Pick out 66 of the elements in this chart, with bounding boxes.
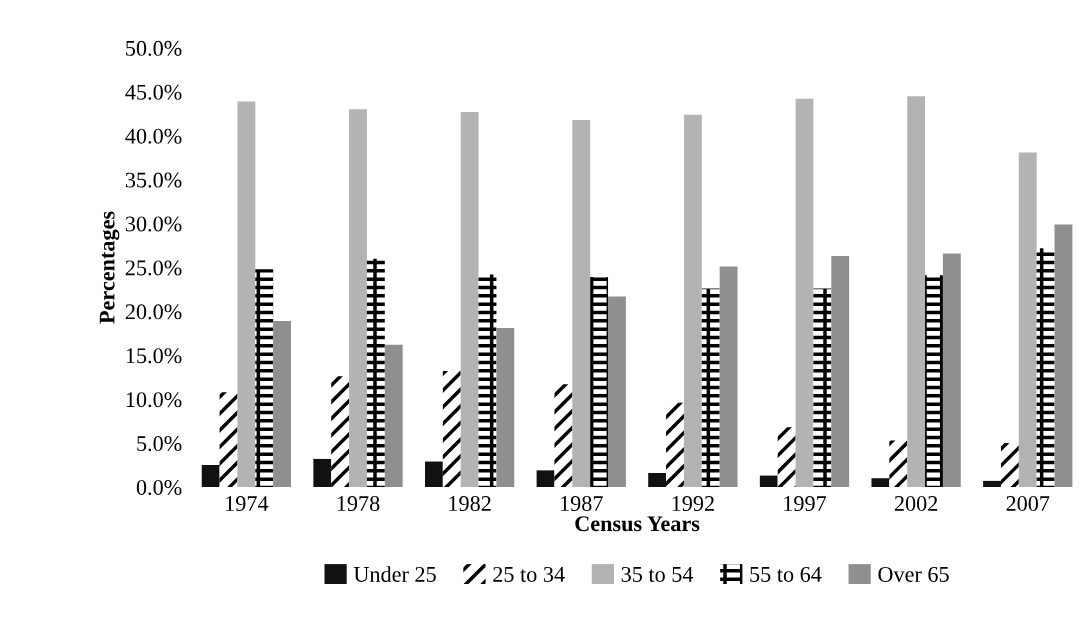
y-tick-label: 10.0% bbox=[126, 392, 182, 408]
bar bbox=[1036, 248, 1055, 488]
bar bbox=[701, 288, 720, 488]
bar bbox=[442, 371, 461, 488]
legend-label: Under 25 bbox=[353, 566, 436, 582]
bar bbox=[719, 266, 738, 488]
bar bbox=[795, 98, 814, 488]
legend-label: 55 to 64 bbox=[750, 566, 822, 582]
bar bbox=[1054, 224, 1073, 488]
legend-label: Over 65 bbox=[878, 566, 949, 582]
bar bbox=[460, 112, 479, 488]
x-tick-label: 1997 bbox=[784, 496, 827, 511]
bar bbox=[273, 321, 292, 488]
bar bbox=[554, 384, 573, 488]
bar bbox=[349, 109, 367, 488]
bar bbox=[478, 274, 497, 488]
y-tick-label: 50.0% bbox=[126, 40, 182, 56]
bar bbox=[942, 253, 961, 488]
bar bbox=[889, 440, 908, 488]
bar bbox=[237, 101, 256, 488]
y-tick-label: 25.0% bbox=[125, 260, 182, 276]
bar bbox=[608, 296, 626, 488]
x-tick-label: 1992 bbox=[672, 496, 714, 511]
x-tick-label: 1974 bbox=[226, 496, 269, 511]
bar bbox=[871, 478, 890, 488]
bar bbox=[777, 427, 796, 488]
y-axis-title: Percentages bbox=[99, 211, 120, 324]
bar bbox=[759, 475, 778, 488]
bar bbox=[907, 96, 926, 488]
y-tick-label: 40.0% bbox=[125, 128, 182, 144]
bar bbox=[590, 277, 609, 488]
y-tick-label: 35.0% bbox=[125, 172, 182, 188]
y-tick-label: 5.0% bbox=[137, 436, 182, 452]
bar bbox=[219, 392, 238, 488]
bar bbox=[813, 288, 832, 488]
bar bbox=[572, 119, 591, 488]
y-tick-label: 15.0% bbox=[126, 348, 182, 364]
bar bbox=[255, 269, 274, 488]
bar bbox=[536, 470, 555, 488]
bar bbox=[831, 256, 850, 488]
bar bbox=[331, 376, 350, 488]
x-tick-label: 1978 bbox=[337, 496, 380, 511]
x-axis-title: Census Years bbox=[575, 516, 700, 532]
bar bbox=[683, 114, 702, 488]
y-tick-label: 45.0% bbox=[125, 84, 182, 100]
x-tick-label: 1982 bbox=[449, 496, 491, 511]
bar bbox=[925, 275, 943, 488]
x-tick-label: 2002 bbox=[894, 496, 938, 511]
y-tick-label: 30.0% bbox=[125, 216, 182, 232]
legend-label: 25 to 34 bbox=[493, 566, 565, 582]
bar bbox=[983, 480, 1001, 488]
bar bbox=[666, 402, 684, 488]
bar bbox=[366, 258, 385, 488]
y-tick-label: 0.0% bbox=[136, 479, 182, 496]
bar bbox=[384, 344, 403, 488]
bar bbox=[1018, 152, 1037, 488]
bar bbox=[648, 472, 667, 488]
bar bbox=[313, 458, 332, 488]
legend-label: 35 to 54 bbox=[621, 566, 694, 582]
bar bbox=[496, 328, 515, 488]
x-tick-label: 2007 bbox=[1006, 496, 1050, 511]
bar bbox=[201, 465, 220, 488]
x-tick-label: 1987 bbox=[560, 496, 603, 511]
bar bbox=[424, 461, 443, 488]
y-tick-label: 20.0% bbox=[125, 304, 182, 320]
bar bbox=[1000, 443, 1019, 488]
